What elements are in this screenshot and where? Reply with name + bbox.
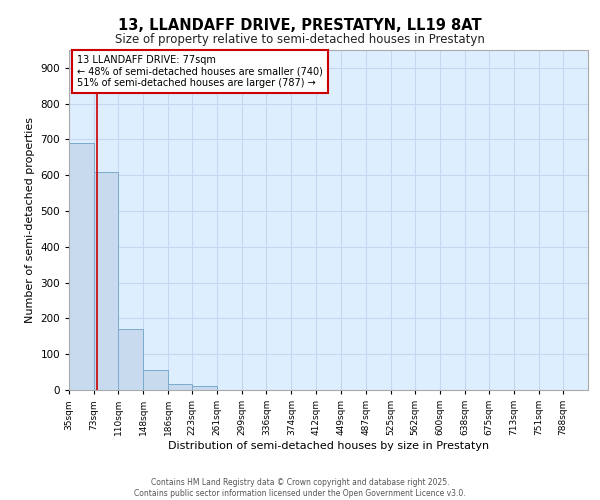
Bar xyxy=(143,370,168,390)
Y-axis label: Number of semi-detached properties: Number of semi-detached properties xyxy=(25,117,35,323)
Bar xyxy=(193,386,217,390)
Bar xyxy=(94,172,118,390)
Text: 13, LLANDAFF DRIVE, PRESTATYN, LL19 8AT: 13, LLANDAFF DRIVE, PRESTATYN, LL19 8AT xyxy=(118,18,482,32)
Bar xyxy=(118,329,143,390)
Text: Size of property relative to semi-detached houses in Prestatyn: Size of property relative to semi-detach… xyxy=(115,32,485,46)
X-axis label: Distribution of semi-detached houses by size in Prestatyn: Distribution of semi-detached houses by … xyxy=(168,441,489,451)
Text: 13 LLANDAFF DRIVE: 77sqm
← 48% of semi-detached houses are smaller (740)
51% of : 13 LLANDAFF DRIVE: 77sqm ← 48% of semi-d… xyxy=(77,55,323,88)
Text: Contains HM Land Registry data © Crown copyright and database right 2025.
Contai: Contains HM Land Registry data © Crown c… xyxy=(134,478,466,498)
Bar xyxy=(168,384,193,390)
Bar xyxy=(69,143,94,390)
